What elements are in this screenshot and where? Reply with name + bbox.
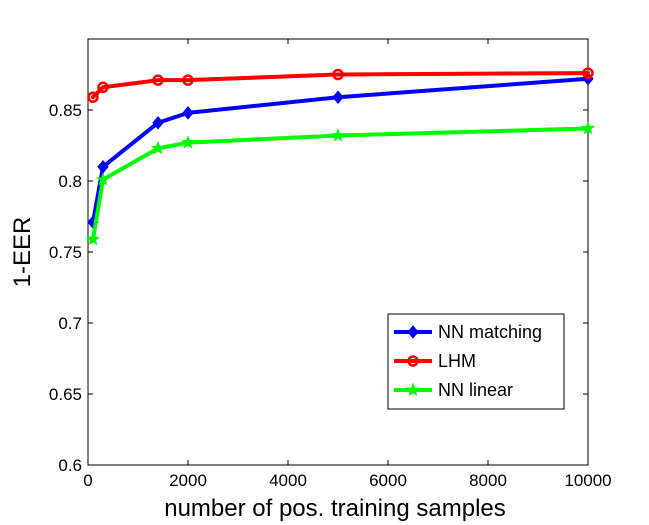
x-axis-ticks: 0 2000 4000 6000 8000 10000 [83, 39, 612, 490]
legend-label: NN matching [438, 322, 542, 342]
data-point-nn-matching [182, 106, 194, 120]
data-point-lhm [332, 68, 344, 81]
legend: NN matching LHM NN linear [387, 313, 565, 410]
legend-marker [405, 382, 421, 396]
series-line-nn-matching [91, 76, 590, 225]
y-tick-label: 0.6 [58, 456, 82, 475]
data-point-lhm [97, 81, 109, 94]
data-point-lhm [87, 91, 99, 103]
x-tick-label: 6000 [369, 471, 407, 490]
data-point-lhm [582, 67, 594, 79]
x-tick-label: 0 [83, 471, 92, 490]
legend-marker [407, 325, 419, 339]
legend-label: LHM [438, 351, 476, 371]
legend-marker [407, 355, 419, 367]
legend-item-nn-matching: NN matching [394, 322, 542, 342]
data-point-nn-linear [580, 121, 596, 135]
data-point-nn-linear [180, 135, 196, 149]
data-point-nn-matching [332, 90, 344, 105]
series-nn-linear [85, 121, 596, 246]
y-tick-label: 0.75 [49, 243, 82, 262]
y-tick-label: 0.7 [58, 314, 82, 333]
legend-item-nn-linear: NN linear [394, 380, 513, 400]
data-point-nn-linear [85, 231, 101, 246]
data-point-lhm [152, 74, 164, 86]
legend-item-lhm: LHM [394, 351, 476, 371]
data-point-nn-linear [150, 140, 166, 155]
x-tick-label: 10000 [564, 471, 611, 490]
y-axis-ticks: 0.6 0.65 0.7 0.75 0.8 0.85 [49, 101, 588, 475]
data-point-lhm [182, 74, 194, 86]
data-point-nn-linear [95, 172, 111, 186]
legend-label: NN linear [438, 380, 513, 400]
series-line-lhm [91, 71, 590, 100]
y-tick-label: 0.85 [49, 101, 82, 120]
series-line-nn-linear [91, 126, 590, 242]
y-axis-title: 1-EER [9, 217, 36, 288]
y-tick-label: 0.8 [58, 172, 82, 191]
x-tick-label: 2000 [169, 471, 207, 490]
data-point-nn-matching [152, 115, 164, 130]
x-axis-title: number of pos. training samples [164, 495, 506, 522]
series-lhm [87, 67, 594, 103]
data-point-nn-linear [330, 128, 346, 142]
y-tick-label: 0.65 [49, 385, 82, 404]
x-tick-label: 4000 [269, 471, 307, 490]
x-tick-label: 8000 [469, 471, 507, 490]
series-layer [85, 67, 596, 246]
